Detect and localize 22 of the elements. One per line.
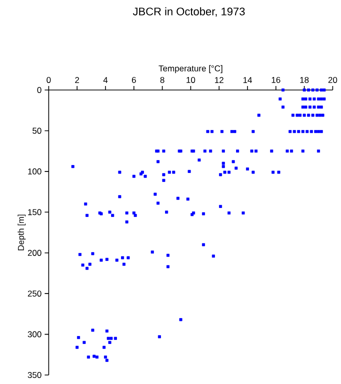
x-tick-label: 4 <box>103 77 108 83</box>
x-tick-label: 20 <box>328 76 338 83</box>
x-tick-label: 10 <box>186 76 196 83</box>
x-tick-label: 8 <box>160 76 164 83</box>
x-axis-title: Temperature [°C] <box>158 65 222 74</box>
y-tick-label: 350 <box>28 372 42 378</box>
y-tick-label: 300 <box>28 331 42 338</box>
x-tick-label: 2 <box>75 77 80 83</box>
y-tick-label: 100 <box>28 168 42 174</box>
y-axis-title: Depth [m] <box>18 214 26 250</box>
x-tick-label: 16 <box>272 76 280 83</box>
x-tick-label: 6 <box>132 76 136 83</box>
y-tick-label: 50 <box>32 128 42 134</box>
x-tick-label: 14 <box>243 77 252 83</box>
y-tick-label: 0 <box>37 86 42 94</box>
y-tick-label: 250 <box>28 290 42 297</box>
x-tick-label: 18 <box>300 76 309 83</box>
x-tick-label: 12 <box>215 77 224 83</box>
y-tick-label: 200 <box>28 250 42 256</box>
x-tick-label: 0 <box>46 76 51 83</box>
y-tick-label: 150 <box>28 209 42 216</box>
chart-title: JBCR in October, 1973 <box>132 7 245 17</box>
